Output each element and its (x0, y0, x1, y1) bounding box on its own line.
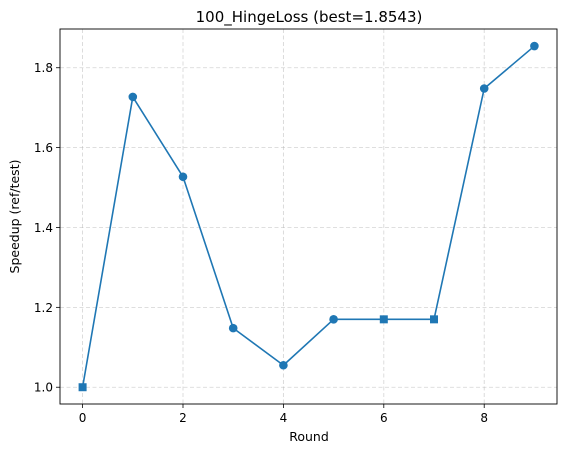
data-point-circle (279, 360, 288, 370)
x-tick-label: 8 (480, 411, 488, 425)
data-point-circle (329, 315, 338, 324)
data-point-square (78, 383, 87, 392)
chart-title: 100_HingeLoss (best=1.8543) (196, 8, 423, 27)
y-tick-label: 1.6 (34, 141, 53, 155)
x-tick-label: 4 (280, 411, 288, 425)
plot-frame (59, 28, 558, 405)
x-tick-label: 0 (79, 411, 87, 425)
x-tick-label: 2 (179, 411, 187, 425)
data-point-circle (128, 92, 138, 102)
data-point-circle (228, 323, 238, 333)
y-axis-label: Speedup (ref/test) (7, 160, 22, 274)
series (78, 41, 539, 392)
y-tick-label: 1.0 (34, 381, 53, 395)
data-point-square (379, 315, 388, 324)
data-point-circle (178, 172, 188, 182)
grid (60, 29, 557, 404)
data-point-circle (530, 41, 539, 51)
y-tick-label: 1.2 (34, 301, 53, 315)
series-line (81, 45, 535, 388)
y-tick-label: 1.8 (34, 61, 53, 75)
x-ticks: 0 2 4 6 8 (79, 404, 488, 425)
data-point-square (430, 315, 439, 324)
data-point-circle (479, 84, 489, 93)
y-tick-label: 1.4 (34, 221, 53, 235)
y-ticks: 1.0 1.2 1.4 1.6 1.8 (34, 61, 60, 395)
x-tick-label: 6 (380, 411, 388, 425)
x-axis-label: Round (289, 429, 329, 444)
